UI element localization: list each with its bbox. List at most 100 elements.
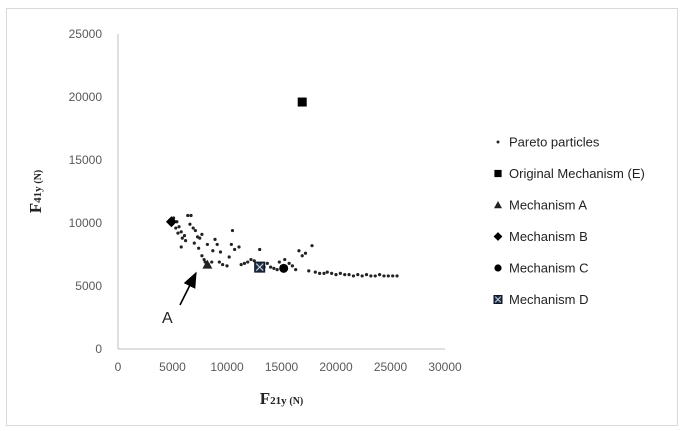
pareto-particles-point <box>221 262 225 267</box>
pareto-particles-point <box>200 232 204 236</box>
pareto-particles-point <box>246 260 250 264</box>
x-tick-label: 20000 <box>319 360 353 374</box>
pareto-particles-point <box>351 274 356 278</box>
pareto-particles-point <box>325 270 329 274</box>
pareto-particles-point <box>215 242 219 247</box>
legend-label: Mechanism C <box>509 261 588 276</box>
scatter-chart: 0 5000 10000 15000 20000 25000 30000 0 5000 1000… <box>26 27 645 408</box>
pareto-particles-point <box>313 270 317 274</box>
pareto-particles-point <box>258 247 262 252</box>
pareto-particles-point <box>193 228 197 233</box>
x-tick-label: 10000 <box>210 360 244 374</box>
pareto-particles-point <box>330 271 334 275</box>
legend-item: Original Mechanism (E) <box>494 166 645 181</box>
pareto-particles-point <box>297 249 301 253</box>
x-tick-label: 30000 <box>428 360 462 374</box>
pareto-particles-point <box>239 262 243 267</box>
annotation-arrow <box>179 271 197 306</box>
pareto-particles-point <box>242 261 247 265</box>
legend-label: Pareto particles <box>509 135 600 150</box>
pareto-particles-point <box>205 242 209 247</box>
pareto-particles-point <box>218 250 223 254</box>
pareto-particles-point <box>265 261 269 265</box>
y-tick-label: 20000 <box>69 90 103 104</box>
legend-marker <box>496 140 500 144</box>
x-axis-title-unit: (N) <box>289 396 303 407</box>
pareto-particles-point <box>382 274 386 278</box>
annotation-label: A <box>162 310 173 327</box>
pareto-particles-point <box>211 249 215 253</box>
x-axis-title: F21y (N) <box>260 389 304 408</box>
pareto-particles-point <box>174 226 178 230</box>
pareto-particles-point <box>227 255 231 259</box>
pareto-particles-point <box>177 225 181 229</box>
pareto-particles-point <box>322 271 326 275</box>
axis-titles: F21y (N)F41y (N) <box>26 170 303 408</box>
pareto-particles-point <box>182 234 187 238</box>
legend-label: Original Mechanism (E) <box>509 166 645 181</box>
pareto-particles-point <box>183 239 188 243</box>
mechanism-b-point <box>165 216 177 228</box>
pareto-particles-point <box>179 230 183 234</box>
axes <box>117 34 445 350</box>
y-tick-label: 10000 <box>69 216 103 230</box>
x-axis-title-main: F <box>260 389 270 408</box>
legend-item: Pareto particles <box>496 135 600 150</box>
pareto-particles-point <box>202 257 206 262</box>
x-tick-label: 25000 <box>374 360 408 374</box>
pareto-particles-point <box>300 254 304 258</box>
y-tick-labels: 0 5000 10000 15000 20000 25000 <box>69 27 103 356</box>
x-tick-labels: 0 5000 10000 15000 20000 25000 30000 <box>115 360 462 374</box>
pareto-particles-point <box>360 274 364 278</box>
pareto-particles-point <box>307 269 311 273</box>
pareto-particles-point <box>269 265 273 269</box>
pareto-particles-point <box>275 268 279 272</box>
pareto-particles-point <box>338 271 342 275</box>
x-axis-title-subscript: 21y <box>270 395 289 407</box>
annotations: A <box>162 271 197 327</box>
pareto-particles-point <box>283 257 287 262</box>
pareto-particles-point <box>192 241 196 245</box>
pareto-particles-point <box>189 213 193 218</box>
legend-item: Mechanism D <box>493 292 588 307</box>
legend-item: Mechanism B <box>493 229 588 244</box>
pareto-particles-point <box>188 222 192 226</box>
pareto-particles-point <box>386 274 390 278</box>
mechanism-c-point <box>279 263 289 273</box>
pareto-particles-point <box>272 266 276 270</box>
pareto-particles-point <box>334 273 338 277</box>
pareto-particles-point <box>200 254 204 258</box>
pareto-particles-point <box>347 273 351 277</box>
legend-marker <box>494 264 502 272</box>
legend-marker <box>494 201 502 209</box>
pareto-particles-point <box>373 274 377 278</box>
y-tick-label: 0 <box>95 342 102 356</box>
original-mechanism-e-point <box>297 97 307 107</box>
pareto-particles-point <box>229 242 233 247</box>
pareto-particles-point <box>198 236 202 240</box>
legend-marker <box>493 295 503 304</box>
legend-label: Mechanism D <box>509 292 588 307</box>
pareto-particles-point <box>191 226 195 230</box>
y-axis-title-unit: (N) <box>33 170 44 184</box>
pareto-particles-point <box>180 236 184 240</box>
legend-item: Mechanism A <box>494 198 587 213</box>
pareto-particles-point <box>369 274 373 278</box>
legend-item: Mechanism C <box>494 261 588 276</box>
pareto-particles-point <box>294 268 298 272</box>
pareto-particles-point <box>318 271 322 275</box>
square-x-cross <box>494 296 502 303</box>
square-x-cross <box>255 263 264 271</box>
pareto-particles-point <box>179 245 183 249</box>
pareto-particles-point <box>210 260 214 264</box>
pareto-particles-point <box>249 257 253 262</box>
pareto-particles-point <box>213 237 217 241</box>
legend-marker <box>494 169 502 178</box>
pareto-particles-point <box>356 273 360 277</box>
legend-marker <box>493 232 503 241</box>
legend-label: Mechanism B <box>509 229 588 244</box>
pareto-particles-point <box>197 246 201 250</box>
legend-label: Mechanism A <box>509 198 587 213</box>
y-axis-title-main: F <box>26 203 45 213</box>
x-tick-label: 15000 <box>265 360 299 374</box>
